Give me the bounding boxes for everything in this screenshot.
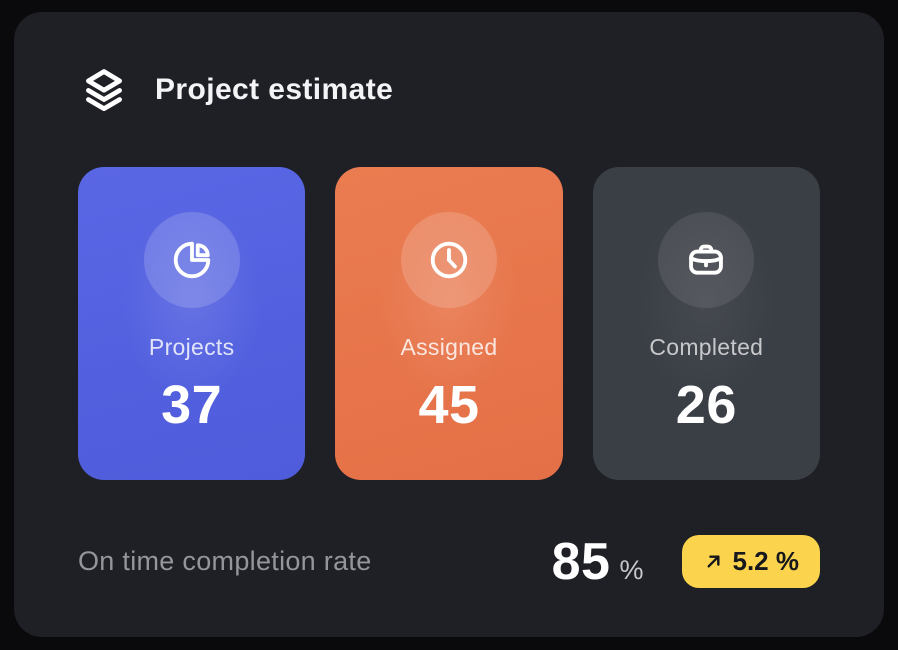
arrow-up-right-icon (703, 551, 724, 572)
stat-card-completed[interactable]: Completed 26 (592, 167, 820, 480)
project-estimate-widget: Project estimate Projects 37 Assigned (14, 12, 884, 637)
stat-card-label: Completed (649, 334, 764, 360)
clock-icon (400, 212, 497, 308)
stat-card-label: Assigned (400, 334, 498, 360)
briefcase-icon (658, 212, 755, 308)
stat-card-label: Projects (148, 334, 235, 360)
stat-cards-row: Projects 37 Assigned 45 (78, 167, 820, 480)
stat-card-value: 45 (418, 375, 480, 435)
widget-title: Project estimate (155, 73, 394, 106)
stat-card-assigned[interactable]: Assigned 45 (335, 167, 563, 480)
stat-card-projects[interactable]: Projects 37 (78, 167, 306, 480)
delta-badge: 5.2 % (681, 535, 820, 588)
stat-card-value: 26 (675, 375, 737, 435)
completion-rate-label: On time completion rate (78, 546, 372, 576)
layers-icon (78, 64, 130, 116)
stat-card-value: 37 (161, 375, 223, 435)
delta-value: 5.2 % (732, 546, 800, 576)
widget-header: Project estimate (78, 64, 820, 116)
completion-rate-row: On time completion rate 85 % 5.2 % (78, 533, 820, 591)
rate-unit: % (619, 554, 644, 585)
rate-number: 85 (551, 532, 611, 591)
pie-chart-icon (143, 212, 240, 308)
completion-rate-value: 85 % (552, 532, 644, 592)
